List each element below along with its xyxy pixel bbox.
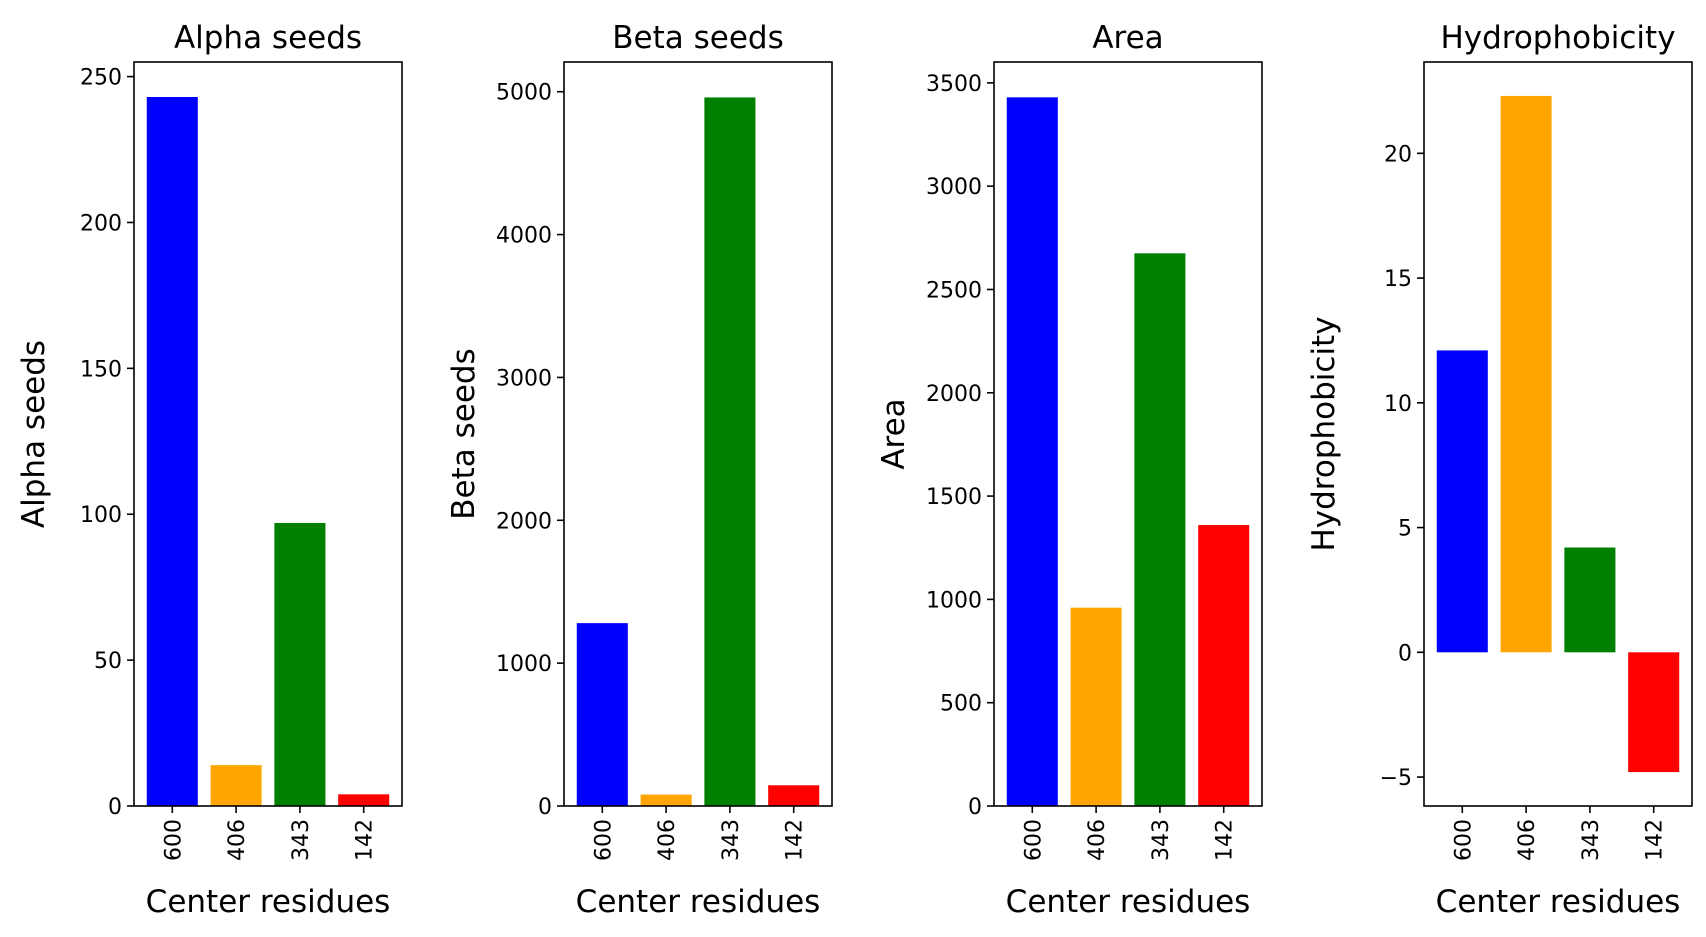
bar-142	[768, 785, 820, 806]
bar-142	[338, 794, 390, 806]
axes-frame	[133, 61, 403, 807]
subplot-2: 0 1000 2000 3000 4000 5000 600 406 343 142 Beta se…	[446, 20, 833, 920]
x-tick-label: 600	[161, 819, 186, 861]
subplot-3: 0 500 1000 1500 2000 2500 3000 3500 600 406 343 142…	[876, 20, 1263, 920]
bar-406	[1500, 95, 1552, 653]
x-tick-label: 343	[719, 819, 744, 861]
bar-406	[1070, 607, 1122, 806]
x-tick-label: 406	[225, 819, 250, 861]
y-tick-label: 1000	[496, 652, 552, 677]
y-tick-label: 0	[108, 795, 122, 820]
y-tick-label: 2000	[926, 382, 982, 407]
y-tick-label: 1000	[926, 588, 982, 613]
bar-406	[210, 765, 262, 806]
subplot-1: 0 50 100 150 200 250 600 406 343 142 Alpha seeds Ce…	[16, 20, 403, 920]
x-tick-label: 406	[655, 819, 680, 861]
x-tick-label: 343	[1579, 819, 1604, 861]
y-tick-label: 0	[538, 795, 552, 820]
x-tick-label: 406	[1085, 819, 1110, 861]
bar-343	[1134, 253, 1186, 806]
y-tick-label: 5000	[496, 81, 552, 106]
y-axis-label: Beta seeds	[446, 348, 482, 519]
x-axis-label: Center residues	[576, 884, 821, 920]
y-tick-label: 150	[80, 357, 122, 382]
y-tick-label: 250	[80, 66, 122, 91]
bar-406	[640, 794, 692, 806]
bar-343	[704, 97, 756, 806]
y-tick-label: 15	[1384, 267, 1412, 292]
x-axis-label: Center residues	[1006, 884, 1251, 920]
x-tick-label: 142	[1643, 819, 1668, 861]
y-tick-label: 500	[940, 692, 982, 717]
y-tick-label: 5	[1398, 517, 1412, 542]
y-tick-label: 10	[1384, 392, 1412, 417]
y-tick-label: 3000	[926, 175, 982, 200]
axes-frame	[1423, 61, 1693, 807]
chart-title: Area	[1092, 20, 1163, 56]
bar-142	[1198, 525, 1250, 806]
y-tick-label: 0	[968, 795, 982, 820]
x-tick-label: 600	[591, 819, 616, 861]
bar-343	[274, 522, 326, 806]
bar-600	[1006, 97, 1058, 806]
axes-frame	[563, 61, 833, 807]
y-tick-label: 200	[80, 211, 122, 236]
bar-142	[1628, 652, 1680, 773]
y-tick-label: 1500	[926, 485, 982, 510]
x-tick-label: 142	[783, 819, 808, 861]
bar-600	[146, 97, 198, 806]
y-axis-label: Alpha seeds	[16, 340, 52, 528]
x-tick-label: 142	[353, 819, 378, 861]
y-tick-label: 2500	[926, 278, 982, 303]
x-tick-label: 600	[1021, 819, 1046, 861]
subplot-4: −5 0 5 10 15 20 600 406 343 142 Hydrophobicity Cent…	[1306, 20, 1693, 920]
bar-600	[1436, 350, 1488, 653]
x-tick-label: 600	[1451, 819, 1476, 861]
chart-title: Beta seeds	[612, 20, 783, 56]
chart-title: Hydrophobicity	[1440, 20, 1675, 56]
y-tick-label: 3500	[926, 72, 982, 97]
y-tick-label: 2000	[496, 509, 552, 534]
x-tick-label: 343	[289, 819, 314, 861]
y-axis-label: Hydrophobicity	[1306, 316, 1342, 551]
bar-600	[576, 623, 628, 806]
y-tick-label: 100	[80, 503, 122, 528]
y-tick-label: 20	[1384, 142, 1412, 167]
y-tick-label: 0	[1398, 641, 1412, 666]
x-tick-label: 142	[1213, 819, 1238, 861]
x-axis-label: Center residues	[1436, 884, 1681, 920]
x-axis-label: Center residues	[146, 884, 391, 920]
chart-title: Alpha seeds	[174, 20, 362, 56]
x-tick-label: 406	[1515, 819, 1540, 861]
y-tick-label: 4000	[496, 224, 552, 249]
y-tick-label: −5	[1380, 766, 1412, 791]
axes-frame	[993, 61, 1263, 807]
bar-343	[1564, 547, 1616, 653]
x-tick-label: 343	[1149, 819, 1174, 861]
y-tick-label: 50	[94, 649, 122, 674]
y-tick-label: 3000	[496, 366, 552, 391]
y-axis-label: Area	[876, 398, 912, 469]
